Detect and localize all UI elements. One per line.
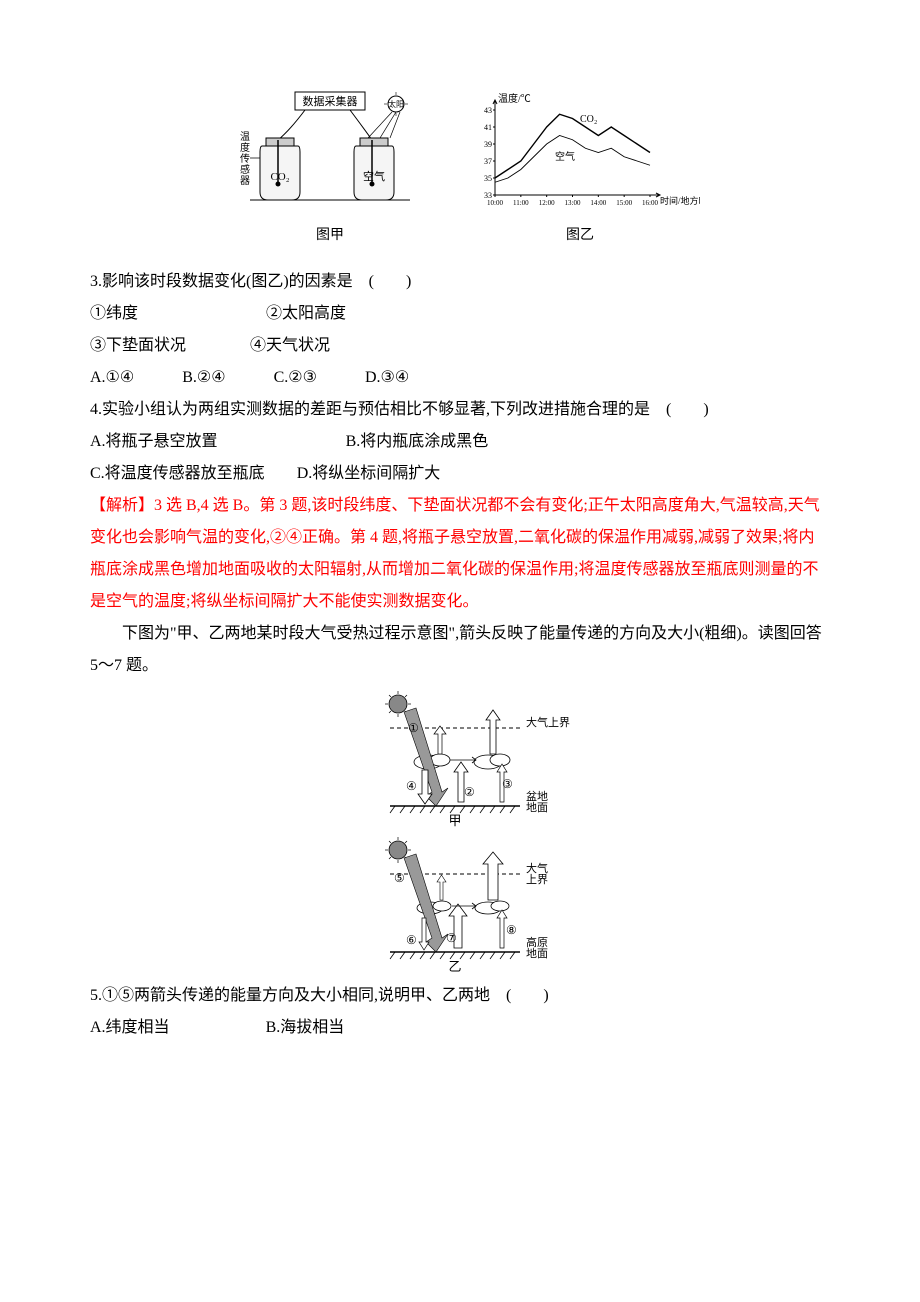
svg-text:15:00: 15:00 <box>616 199 632 207</box>
jar-co2: CO₂ <box>260 138 300 200</box>
q4-options-row2: C.将温度传感器放至瓶底 D.将纵坐标间隔扩大 <box>90 458 830 490</box>
svg-text:②: ② <box>464 785 475 799</box>
svg-text:37: 37 <box>484 157 492 166</box>
intro-5-7: 下图为"甲、乙两地某时段大气受热过程示意图",箭头反映了能量传递的方向及大小(粗… <box>90 618 830 682</box>
q3-options: A.①④ B.②④ C.②③ D.③④ <box>90 362 830 394</box>
svg-text:35: 35 <box>484 174 492 183</box>
q5-stem: 5.①⑤两箭头传递的能量方向及大小相同,说明甲、乙两地 ( ) <box>90 980 830 1012</box>
x-axis-label: 时间/地方时 <box>660 195 700 206</box>
svg-text:41: 41 <box>484 123 492 132</box>
figure-jia: 数据采集器 太阳 <box>220 90 440 250</box>
figure-yi-svg: 温度/℃ 时间/地方时 434139373533 10:0011:0012:00… <box>460 90 700 220</box>
svg-text:13:00: 13:00 <box>565 199 581 207</box>
q3-factors-row2: ③下垫面状况 ④天气状况 <box>90 330 830 362</box>
figure-row-jia-yi: 数据采集器 太阳 <box>90 90 830 250</box>
q4-optA: A.将瓶子悬空放置 <box>90 433 218 450</box>
q3-optB: B.②④ <box>182 369 225 386</box>
svg-text:⑧: ⑧ <box>506 923 517 937</box>
figure-jia-svg: 数据采集器 太阳 <box>220 90 440 220</box>
q3-f3: ③下垫面状况 <box>90 337 186 354</box>
q3-factors-row1: ①纬度 ②太阳高度 <box>90 298 830 330</box>
q3-optC: C.②③ <box>274 369 317 386</box>
figure-yi: 温度/℃ 时间/地方时 434139373533 10:0011:0012:00… <box>460 90 700 250</box>
figure-jia-caption: 图甲 <box>316 222 344 250</box>
svg-text:①: ① <box>408 721 419 735</box>
q3-f2: ②太阳高度 <box>266 305 346 322</box>
q3-optA: A.①④ <box>90 369 134 386</box>
analysis-3-4: 【解析】3 选 B,4 选 B。第 3 题,该时段纬度、下垫面状况都不会有变化;… <box>90 490 830 618</box>
x-ticks: 10:00 11:00 12:00 13:00 14:00 15:00 16:00 <box>487 195 658 207</box>
svg-text:大气上界: 大气上界 <box>526 861 548 886</box>
q3-stem: 3.影响该时段数据变化(图乙)的因素是 ( ) <box>90 266 830 298</box>
jar-air: 空气 <box>354 138 394 200</box>
svg-text:④: ④ <box>406 779 417 793</box>
svg-text:11:00: 11:00 <box>513 199 529 207</box>
collector-label: 数据采集器 <box>303 94 358 108</box>
svg-text:空气: 空气 <box>363 169 385 183</box>
svg-text:大气上界: 大气上界 <box>526 715 570 729</box>
svg-text:43: 43 <box>484 106 492 115</box>
series-co2 <box>495 114 650 178</box>
svg-text:甲: 甲 <box>448 813 461 828</box>
figure-yi-caption: 图乙 <box>566 222 594 250</box>
q4-optB: B.将内瓶底涂成黑色 <box>346 433 489 450</box>
q3-optD: D.③④ <box>365 369 409 386</box>
svg-text:16:00: 16:00 <box>642 199 658 207</box>
svg-text:CO₂: CO₂ <box>270 171 289 183</box>
svg-text:⑥: ⑥ <box>406 933 417 947</box>
svg-text:⑤: ⑤ <box>394 871 405 885</box>
q3-f4: ④天气状况 <box>250 337 330 354</box>
sensor-label: 温度传感器 <box>240 131 250 187</box>
svg-text:高原地面: 高原地面 <box>526 935 548 960</box>
y-ticks: 434139373533 <box>484 106 495 200</box>
q5-options: A.纬度相当 B.海拔相当 <box>90 1012 830 1044</box>
q4-options-row1: A.将瓶子悬空放置 B.将内瓶底涂成黑色 <box>90 426 830 458</box>
svg-text:12:00: 12:00 <box>539 199 555 207</box>
q4-optC: C.将温度传感器放至瓶底 <box>90 465 265 482</box>
svg-text:盆地地面: 盆地地面 <box>526 789 548 814</box>
q5-optA: A.纬度相当 <box>90 1019 170 1036</box>
figure-atm-jia: 大气上界 盆地地面 ① <box>90 688 830 828</box>
svg-text:10:00: 10:00 <box>487 199 503 207</box>
q3-f1: ①纬度 <box>90 305 138 322</box>
y-axis-label: 温度/℃ <box>498 92 531 105</box>
q4-stem: 4.实验小组认为两组实测数据的差距与预估相比不够显著,下列改进措施合理的是 ( … <box>90 394 830 426</box>
svg-text:乙: 乙 <box>448 959 461 974</box>
svg-text:39: 39 <box>484 140 492 149</box>
series1-label: CO₂ <box>580 114 597 125</box>
series2-label: 空气 <box>555 150 575 163</box>
sun-label: 太阳 <box>388 99 404 109</box>
svg-text:③: ③ <box>502 777 513 791</box>
svg-text:14:00: 14:00 <box>590 199 606 207</box>
q5-optB: B.海拔相当 <box>266 1019 345 1036</box>
figure-atm-yi: 大气上界 高原地面 ⑤ ⑥ <box>90 834 830 974</box>
q4-optD: D.将纵坐标间隔扩大 <box>297 465 441 482</box>
svg-text:⑦: ⑦ <box>446 931 457 945</box>
